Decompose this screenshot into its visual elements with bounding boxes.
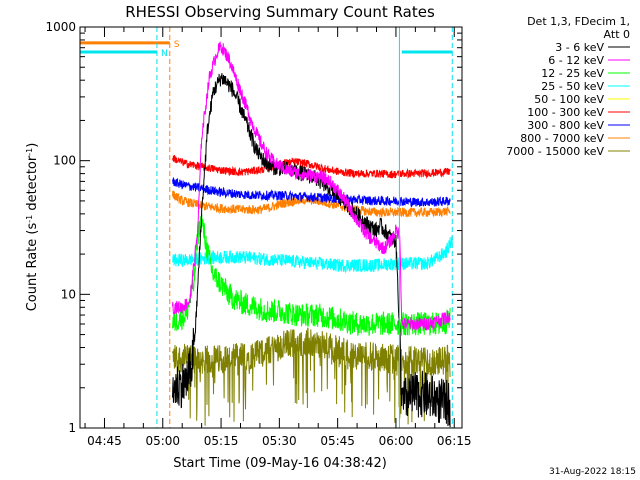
x-axis-label: Start Time (09-May-16 04:38:42)	[173, 456, 387, 471]
x-tick-label: 05:15	[204, 434, 239, 448]
series-line-6-12keV	[172, 41, 451, 331]
series-line-100-300keV	[172, 155, 451, 180]
series-line-7000-15000keV	[172, 327, 451, 426]
legend-entry: 800 - 7000 keV	[520, 132, 604, 145]
series-line-800-7000keV	[172, 190, 451, 218]
x-tick-label: 06:00	[379, 434, 414, 448]
series-line-12-25keV	[172, 214, 451, 336]
legend-entry: 3 - 6 keV	[555, 41, 604, 54]
flag-label-N: N	[161, 49, 168, 59]
x-tick-label: 05:30	[262, 434, 297, 448]
legend-header: Det 1,3, FDecim 1,	[527, 15, 630, 28]
y-tick-label: 1	[68, 421, 76, 435]
y-tick-label: 1000	[45, 20, 76, 34]
legend-entry: 7000 - 15000 keV	[506, 145, 604, 158]
legend-entry: 12 - 25 keV	[541, 67, 604, 80]
legend-entry: 6 - 12 keV	[548, 54, 604, 67]
x-tick-label: 04:45	[87, 434, 122, 448]
y-tick-label: 100	[53, 154, 76, 168]
flag-layer: SN	[80, 40, 453, 59]
legend-entry: 50 - 100 keV	[534, 93, 604, 106]
flag-label-S: S	[174, 40, 180, 50]
y-tick-label: 10	[61, 287, 76, 301]
plot-frame	[79, 26, 463, 429]
x-tick-label: 05:45	[320, 434, 355, 448]
legend-header: Att 0	[604, 28, 630, 41]
y-axis-label: Count Rate (s-1 detector-1)	[25, 143, 41, 312]
legend-entry: 100 - 300 keV	[527, 106, 604, 119]
legend-entry: 300 - 800 keV	[527, 119, 604, 132]
timestamp: 31-Aug-2022 18:15	[549, 467, 636, 477]
axes-layer: 1 10 100 1000 04:45 05:00 05:15 05:30 05:45 06:00…	[45, 20, 471, 448]
series-line-300-800keV	[172, 177, 451, 208]
series-line-25-50keV	[172, 236, 453, 274]
x-tick-label: 05:00	[145, 434, 180, 448]
chart-title: RHESSI Observing Summary Count Rates	[125, 3, 435, 21]
x-tick-label: 06:15	[437, 434, 472, 448]
legend-entry: 25 - 50 keV	[541, 80, 604, 93]
series-layer	[172, 41, 453, 428]
